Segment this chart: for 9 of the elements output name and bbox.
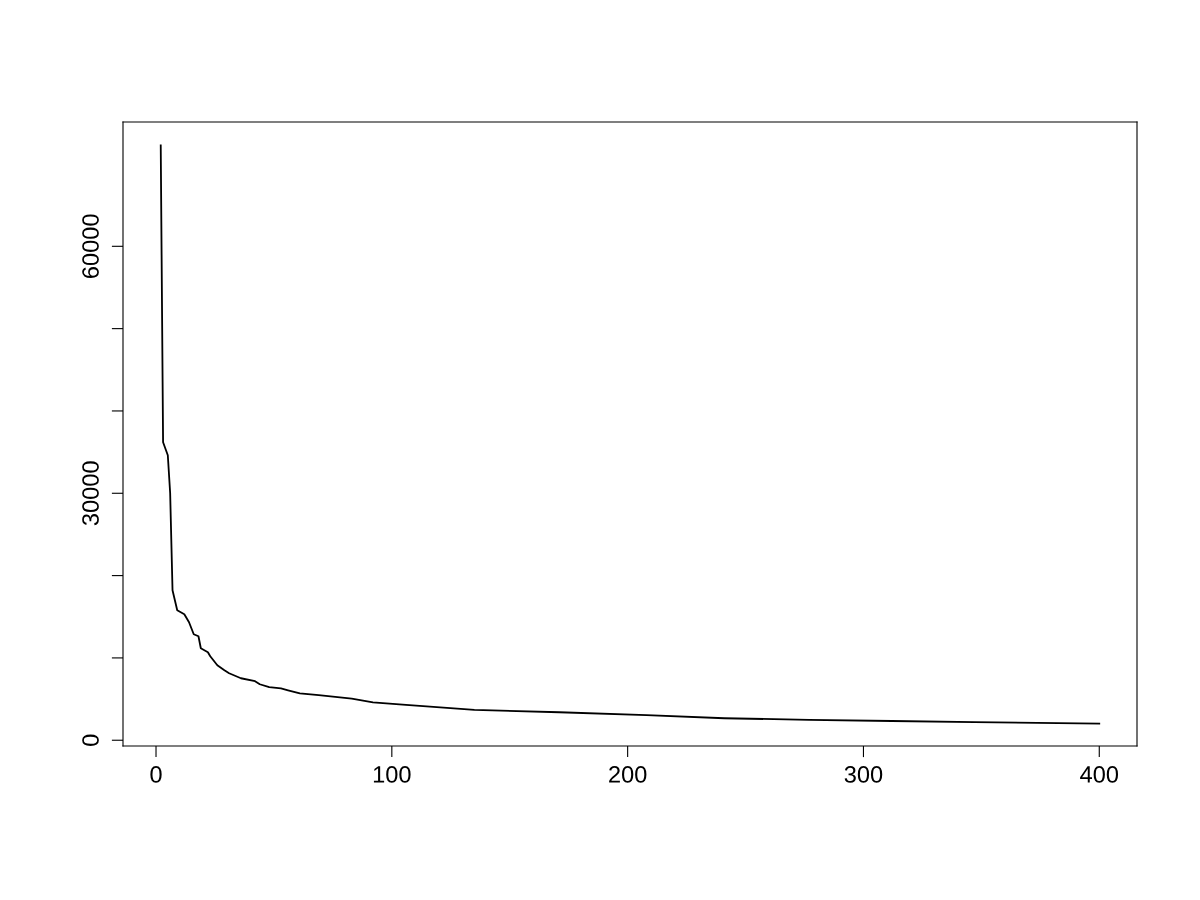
x-tick-label: 300: [844, 766, 883, 783]
y-tick-label: 0: [82, 734, 99, 746]
line-series: [159, 144, 1101, 725]
x-tick-label: 200: [609, 766, 647, 783]
y-tick-label: 60000: [82, 214, 99, 278]
x-tick-label: 0: [150, 766, 162, 783]
x-tick-label: 100: [373, 766, 411, 783]
y-tick-label: 30000: [82, 461, 99, 526]
x-tick-label: 400: [1080, 766, 1119, 783]
